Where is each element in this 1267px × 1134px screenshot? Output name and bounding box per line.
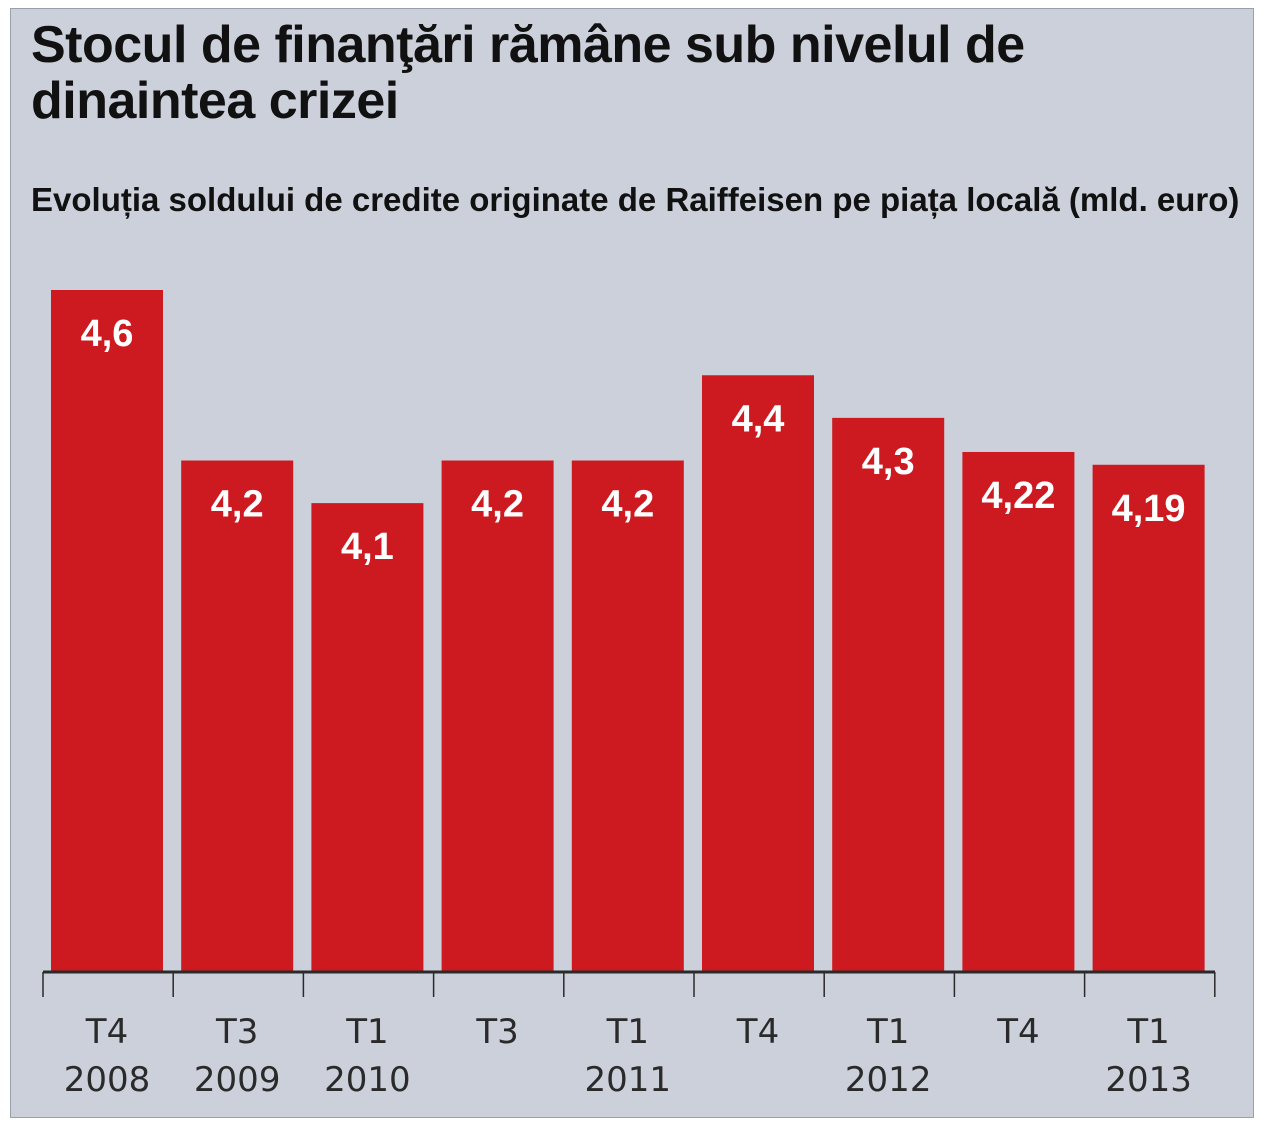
x-tick-label-quarter: T3 [475,1012,518,1052]
bar [1092,464,1205,972]
x-tick-label-year: 2010 [324,1060,411,1100]
bar-value-label: 4,2 [211,484,264,526]
x-tick-label-year: 2011 [585,1060,672,1100]
x-tick-label-quarter: T1 [606,1012,649,1052]
x-tick-label-quarter: T1 [1126,1012,1169,1052]
bar-value-label: 4,19 [1112,488,1186,530]
bar [832,417,945,972]
bar-value-label: 4,1 [341,526,394,568]
bar [962,451,1075,973]
bar-chart: 4,6 T4 2008 4,2 T3 2009 4,1 T1 2010 4,2 T3 4,2 T1 201… [42,290,1216,1100]
bar-value-label: 4,4 [732,398,785,440]
chart-title: Stocul de finanţări rămâne sub nivelul d… [31,16,1025,130]
x-tick-label-quarter: T4 [996,1012,1039,1052]
chart-frame: Stocul de finanţări rămâne sub nivelul d… [10,8,1254,1118]
bar-value-label: 4,2 [471,484,524,526]
bar-value-label: 4,22 [981,475,1055,517]
x-tick-label-year: 2012 [845,1060,932,1100]
x-tick-label-quarter: T1 [345,1012,388,1052]
chart-subtitle: Evoluția soldului de credite originate d… [31,181,1240,218]
bar [571,460,684,972]
bar-value-label: 4,2 [601,484,654,526]
bar [441,460,554,972]
bar [181,460,294,972]
x-tick-label-quarter: T1 [866,1012,909,1052]
bar [51,290,163,972]
bar-value-label: 4,3 [862,441,915,483]
x-tick-label-quarter: T4 [85,1012,128,1052]
x-tick-label-quarter: T4 [736,1012,779,1052]
bar [311,503,424,972]
x-tick-label-year: 2009 [194,1060,281,1100]
x-tick-label-year: 2008 [64,1060,151,1100]
bar-value-label: 4,6 [81,313,134,355]
x-tick-label-quarter: T3 [215,1012,258,1052]
x-tick-label-year: 2013 [1105,1060,1192,1100]
bar [702,375,814,972]
